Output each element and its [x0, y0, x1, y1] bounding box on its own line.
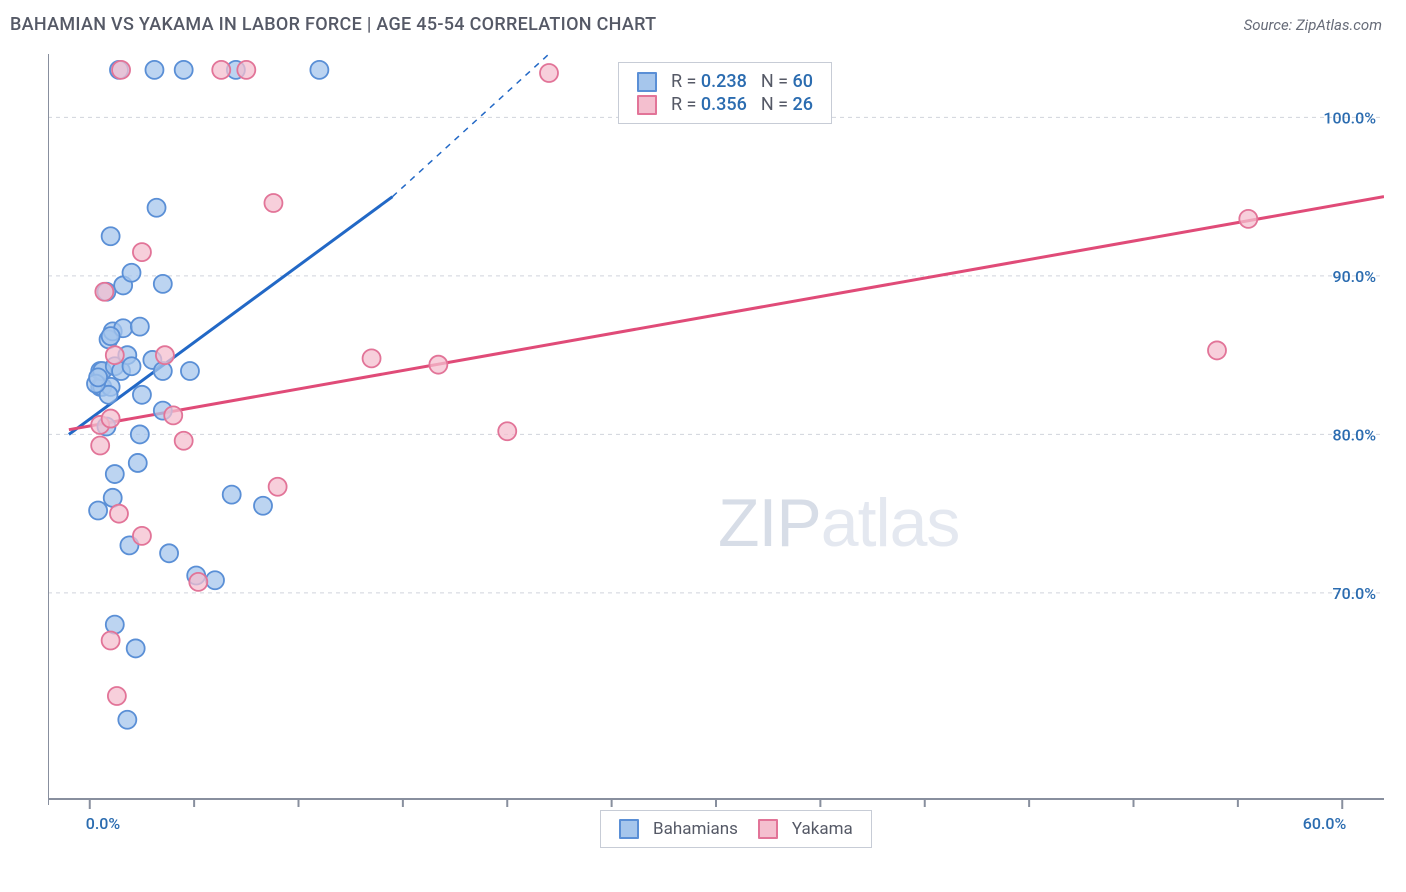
stats-row: R = 0.356 N = 26 [637, 94, 813, 115]
svg-text:100.0%: 100.0% [1323, 108, 1376, 127]
legend-swatch [758, 819, 778, 839]
watermark-light: atlas [821, 485, 960, 561]
stats-row: R = 0.238 N = 60 [637, 71, 813, 92]
legend-swatch [637, 72, 657, 92]
source-label: Source: ZipAtlas.com [1244, 16, 1382, 34]
svg-text:60.0%: 60.0% [1303, 814, 1347, 830]
legend-swatch [637, 95, 657, 115]
chart-title: BAHAMIAN VS YAKAMA IN LABOR FORCE | AGE … [10, 14, 656, 35]
svg-text:80.0%: 80.0% [1332, 425, 1376, 444]
legend-label: Bahamians [653, 819, 738, 839]
series-legend: Bahamians Yakama [600, 810, 872, 848]
stat-r: R = 0.238 [671, 71, 747, 92]
correlation-chart: 0.0%60.0%70.0%80.0%90.0%100.0%In Labor F… [48, 54, 1384, 830]
stats-legend: R = 0.238 N = 60 R = 0.356 N = 26 [618, 62, 832, 124]
chart-svg: 0.0%60.0%70.0%80.0%90.0%100.0%In Labor F… [48, 54, 1384, 830]
legend-item: Yakama [758, 819, 853, 839]
stat-n: N = 26 [761, 94, 813, 115]
legend-item: Bahamians [619, 819, 738, 839]
stat-r: R = 0.356 [671, 94, 747, 115]
svg-text:0.0%: 0.0% [86, 814, 121, 830]
svg-text:90.0%: 90.0% [1332, 267, 1376, 286]
stat-n: N = 60 [761, 71, 813, 92]
legend-swatch [619, 819, 639, 839]
watermark: ZIPatlas [718, 484, 959, 562]
watermark-bold: ZIP [718, 485, 821, 561]
legend-label: Yakama [792, 819, 853, 839]
svg-text:70.0%: 70.0% [1332, 584, 1376, 603]
